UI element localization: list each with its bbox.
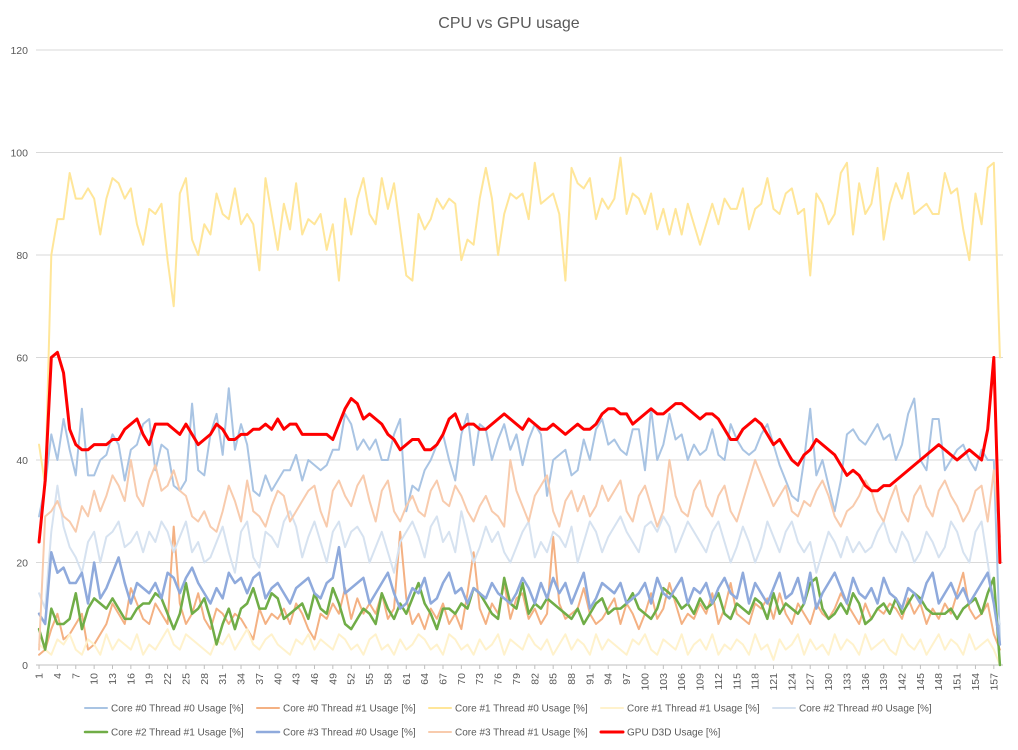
series-line-3 <box>38 628 1001 666</box>
series-line-0 <box>38 387 1001 646</box>
x-tick-label: 124 <box>786 673 798 691</box>
x-tick-label: 43 <box>291 673 303 685</box>
legend-label: Core #1 Thread #0 Usage [%] <box>455 704 588 715</box>
x-tick-label: 109 <box>695 673 707 691</box>
x-tick-label: 127 <box>805 673 817 691</box>
x-tick-label: 145 <box>915 673 927 691</box>
y-tick-label: 0 <box>22 660 28 672</box>
x-tick-label: 112 <box>713 673 725 690</box>
x-tick-label: 100 <box>639 673 651 691</box>
series-line-2 <box>38 156 1001 487</box>
x-tick-label: 52 <box>346 673 358 685</box>
x-tick-label: 16 <box>125 673 137 685</box>
x-tick-label: 73 <box>474 673 486 685</box>
x-tick-label: 121 <box>768 673 780 691</box>
legend-label: Core #2 Thread #1 Usage [%] <box>111 728 244 739</box>
x-tick-label: 58 <box>382 673 394 685</box>
x-tick-label: 10 <box>89 673 101 685</box>
x-tick-label: 46 <box>309 673 321 685</box>
x-tick-label: 37 <box>254 673 266 685</box>
x-tick-label: 4 <box>52 673 64 679</box>
x-tick-label: 94 <box>603 673 615 685</box>
x-tick-label: 49 <box>327 673 339 685</box>
legend-label: Core #3 Thread #1 Usage [%] <box>455 728 588 739</box>
x-tick-label: 28 <box>199 673 211 685</box>
x-tick-label: 118 <box>750 673 762 690</box>
series-line-8 <box>37 350 1002 564</box>
x-tick-label: 34 <box>236 673 248 685</box>
x-tick-label: 25 <box>180 673 192 685</box>
x-tick-label: 157 <box>988 673 1000 691</box>
x-tick-label: 130 <box>823 673 835 691</box>
x-tick-label: 88 <box>566 673 578 685</box>
y-tick-label: 60 <box>16 353 28 365</box>
x-tick-label: 154 <box>970 673 982 691</box>
x-tick-label: 151 <box>952 673 964 691</box>
x-tick-label: 1 <box>34 673 46 679</box>
y-tick-label: 20 <box>16 558 28 570</box>
legend-label: GPU D3D Usage [%] <box>627 728 721 739</box>
x-tick-label: 55 <box>364 673 376 685</box>
legend-label: Core #1 Thread #1 Usage [%] <box>627 704 760 715</box>
legend-label: Core #3 Thread #0 Usage [%] <box>283 728 416 739</box>
chart-title: CPU vs GPU usage <box>438 15 579 32</box>
x-tick-label: 142 <box>897 673 909 691</box>
x-tick-label: 67 <box>437 673 449 685</box>
x-tick-label: 7 <box>70 673 82 679</box>
x-tick-label: 85 <box>548 673 560 685</box>
series-line-4 <box>38 484 1001 625</box>
x-tick-label: 76 <box>493 673 505 685</box>
y-axis-ticks: 0 20 40 60 80 100 120 <box>10 45 28 672</box>
x-tick-label: 103 <box>658 673 670 691</box>
x-tick-label: 148 <box>933 673 945 691</box>
legend-label: Core #0 Thread #1 Usage [%] <box>283 704 416 715</box>
series-lines <box>37 156 1002 667</box>
x-tick-label: 40 <box>272 673 284 685</box>
x-tick-label: 115 <box>731 673 743 690</box>
y-tick-label: 80 <box>16 250 28 262</box>
x-tick-label: 82 <box>529 673 541 685</box>
series-line-7 <box>38 459 1001 651</box>
x-tick-label: 91 <box>584 673 596 685</box>
legend: Core #0 Thread #0 Usage [%] Core #0 Threa… <box>83 704 932 739</box>
x-tick-label: 31 <box>217 673 229 685</box>
x-tick-label: 22 <box>162 673 174 685</box>
y-tick-label: 120 <box>10 45 28 57</box>
x-tick-label: 70 <box>456 673 468 685</box>
x-tick-label: 139 <box>878 673 890 691</box>
x-tick-label: 61 <box>401 673 413 685</box>
x-tick-label: 64 <box>419 673 431 685</box>
x-tick-label: 19 <box>144 673 156 685</box>
series-line-5 <box>37 576 1002 667</box>
x-tick-label: 136 <box>860 673 872 691</box>
x-tick-label: 79 <box>511 673 523 685</box>
x-tick-label: 106 <box>676 673 688 691</box>
legend-label: Core #2 Thread #0 Usage [%] <box>799 704 932 715</box>
x-tick-label: 133 <box>841 673 853 691</box>
y-tick-label: 100 <box>10 148 28 160</box>
x-tick-label: 13 <box>107 673 119 685</box>
x-tick-label: 97 <box>621 673 633 685</box>
y-tick-label: 40 <box>16 455 28 467</box>
series-line-6 <box>37 545 1002 646</box>
legend-label: Core #0 Thread #0 Usage [%] <box>111 704 244 715</box>
grid-lines <box>36 49 1003 666</box>
x-axis-ticks: 1 4 7 10 13 16 19 22 25 28 31 34 37 40 43 46 49 52 55 58 61 6… <box>34 665 1000 691</box>
